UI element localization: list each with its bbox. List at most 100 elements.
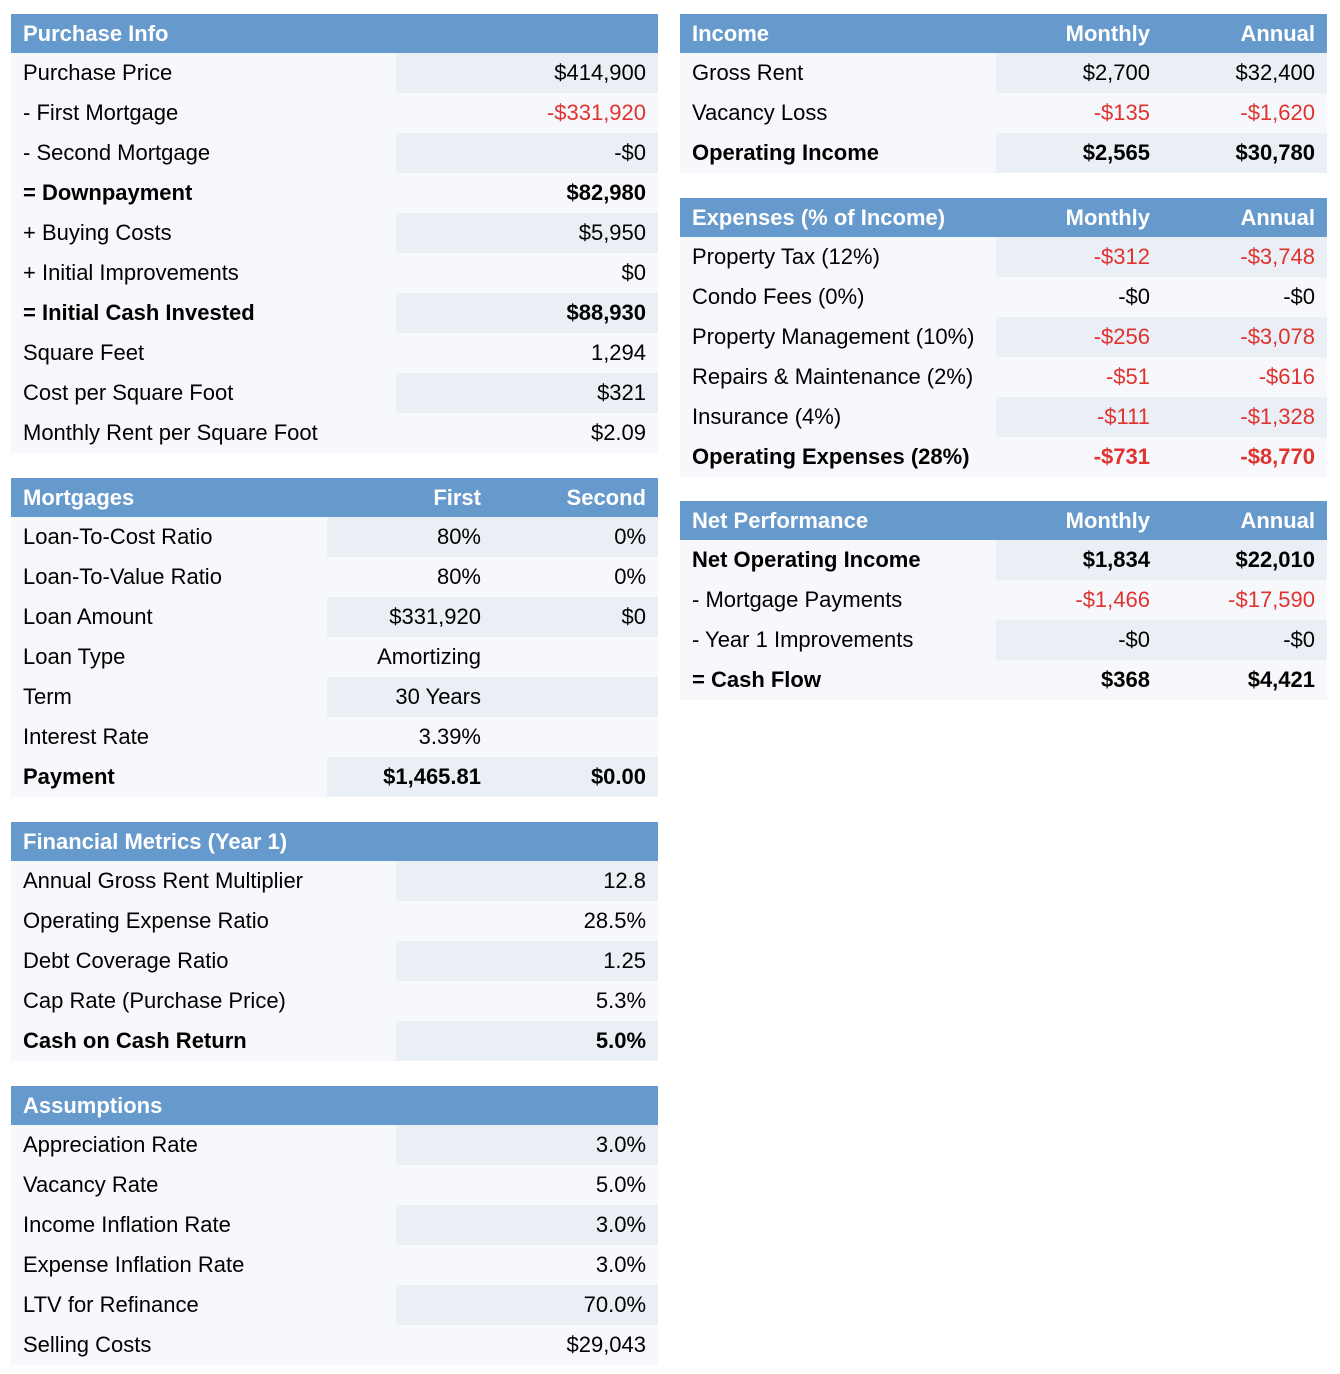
expenses-title: Expenses (% of Income) bbox=[680, 198, 996, 237]
row-value-second: $0.00 bbox=[493, 757, 658, 797]
assumptions-table: Assumptions Appreciation Rate 3.0% Vacan… bbox=[11, 1086, 659, 1365]
row-value-monthly: -$111 bbox=[996, 397, 1162, 437]
table-row: + Buying Costs $5,950 bbox=[11, 213, 659, 253]
row-label: + Buying Costs bbox=[11, 213, 396, 253]
row-label: Debt Coverage Ratio bbox=[11, 941, 396, 981]
table-row: Appreciation Rate 3.0% bbox=[11, 1125, 659, 1165]
table-row: Vacancy Loss -$135 -$1,620 bbox=[680, 93, 1327, 133]
row-label: Loan-To-Value Ratio bbox=[11, 557, 327, 597]
row-value-annual: -$17,590 bbox=[1162, 580, 1327, 620]
mortgages-title: Mortgages bbox=[11, 478, 327, 517]
row-value-annual: -$3,078 bbox=[1162, 317, 1327, 357]
row-label: - Second Mortgage bbox=[11, 133, 396, 173]
row-value: -$0 bbox=[396, 133, 659, 173]
table-row: Purchase Price $414,900 bbox=[11, 53, 659, 93]
row-label: + Initial Improvements bbox=[11, 253, 396, 293]
row-label: Cost per Square Foot bbox=[11, 373, 396, 413]
table-row: Square Feet 1,294 bbox=[11, 333, 659, 373]
column-header-monthly: Monthly bbox=[996, 198, 1162, 237]
column-header-annual: Annual bbox=[1162, 501, 1327, 540]
row-label: Term bbox=[11, 677, 327, 717]
table-row: Loan-To-Cost Ratio 80% 0% bbox=[11, 517, 658, 557]
assumptions-title: Assumptions bbox=[11, 1086, 659, 1125]
row-label: Loan Type bbox=[11, 637, 327, 677]
row-label: Selling Costs bbox=[11, 1325, 396, 1365]
purchase-info-table: Purchase Info Purchase Price $414,900 - … bbox=[11, 14, 659, 453]
table-row: Expense Inflation Rate 3.0% bbox=[11, 1245, 659, 1285]
row-value-monthly: -$135 bbox=[996, 93, 1162, 133]
income-header: Income Monthly Annual bbox=[680, 14, 1327, 53]
row-label: Purchase Price bbox=[11, 53, 396, 93]
table-row: - Year 1 Improvements -$0 -$0 bbox=[680, 620, 1327, 660]
row-label: Gross Rent bbox=[680, 53, 996, 93]
table-row: Income Inflation Rate 3.0% bbox=[11, 1205, 659, 1245]
row-value: $321 bbox=[396, 373, 659, 413]
row-label: LTV for Refinance bbox=[11, 1285, 396, 1325]
financial-metrics-header: Financial Metrics (Year 1) bbox=[11, 822, 659, 861]
table-row: = Downpayment $82,980 bbox=[11, 173, 659, 213]
row-label: Loan Amount bbox=[11, 597, 327, 637]
table-row: Repairs & Maintenance (2%) -$51 -$616 bbox=[680, 357, 1327, 397]
row-value-second bbox=[493, 677, 658, 717]
column-header-monthly: Monthly bbox=[996, 14, 1162, 53]
expenses-header: Expenses (% of Income) Monthly Annual bbox=[680, 198, 1327, 237]
row-value: $5,950 bbox=[396, 213, 659, 253]
row-label: Property Tax (12%) bbox=[680, 237, 996, 277]
table-row: Operating Expense Ratio 28.5% bbox=[11, 901, 659, 941]
row-value-annual: $32,400 bbox=[1162, 53, 1327, 93]
row-label: Cash on Cash Return bbox=[11, 1021, 396, 1061]
row-value: $82,980 bbox=[396, 173, 659, 213]
row-label: Income Inflation Rate bbox=[11, 1205, 396, 1245]
row-value-second bbox=[493, 637, 658, 677]
row-label: Loan-To-Cost Ratio bbox=[11, 517, 327, 557]
table-row: Interest Rate 3.39% bbox=[11, 717, 658, 757]
row-value-first: 3.39% bbox=[327, 717, 493, 757]
row-value-first: 80% bbox=[327, 517, 493, 557]
table-row: Term 30 Years bbox=[11, 677, 658, 717]
table-row: - Second Mortgage -$0 bbox=[11, 133, 659, 173]
income-title: Income bbox=[680, 14, 996, 53]
financial-metrics-title: Financial Metrics (Year 1) bbox=[11, 822, 659, 861]
table-row: - First Mortgage -$331,920 bbox=[11, 93, 659, 133]
row-value-first: $331,920 bbox=[327, 597, 493, 637]
row-value: 3.0% bbox=[396, 1205, 659, 1245]
row-label: Insurance (4%) bbox=[680, 397, 996, 437]
table-row: Debt Coverage Ratio 1.25 bbox=[11, 941, 659, 981]
mortgages-table: Mortgages First Second Loan-To-Cost Rati… bbox=[11, 478, 658, 797]
table-row: Loan Type Amortizing bbox=[11, 637, 658, 677]
row-value-monthly: -$0 bbox=[996, 277, 1162, 317]
table-row: Vacancy Rate 5.0% bbox=[11, 1165, 659, 1205]
table-row: Net Operating Income $1,834 $22,010 bbox=[680, 540, 1327, 580]
row-label: Square Feet bbox=[11, 333, 396, 373]
column-header-monthly: Monthly bbox=[996, 501, 1162, 540]
table-row: + Initial Improvements $0 bbox=[11, 253, 659, 293]
table-row: Cash on Cash Return 5.0% bbox=[11, 1021, 659, 1061]
net-performance-title: Net Performance bbox=[680, 501, 996, 540]
row-value: $29,043 bbox=[396, 1325, 659, 1365]
row-value-second bbox=[493, 717, 658, 757]
table-row: = Initial Cash Invested $88,930 bbox=[11, 293, 659, 333]
row-value-second: $0 bbox=[493, 597, 658, 637]
mortgages-header: Mortgages First Second bbox=[11, 478, 658, 517]
row-value-monthly: $368 bbox=[996, 660, 1162, 700]
row-label: Repairs & Maintenance (2%) bbox=[680, 357, 996, 397]
table-row: LTV for Refinance 70.0% bbox=[11, 1285, 659, 1325]
row-label: = Downpayment bbox=[11, 173, 396, 213]
row-value-monthly: -$256 bbox=[996, 317, 1162, 357]
row-value-monthly: -$0 bbox=[996, 620, 1162, 660]
table-row: Annual Gross Rent Multiplier 12.8 bbox=[11, 861, 659, 901]
row-label: Condo Fees (0%) bbox=[680, 277, 996, 317]
row-value: 3.0% bbox=[396, 1245, 659, 1285]
table-row: Payment $1,465.81 $0.00 bbox=[11, 757, 658, 797]
row-value-monthly: $2,565 bbox=[996, 133, 1162, 173]
column-header-first: First bbox=[327, 478, 493, 517]
row-value-first: 30 Years bbox=[327, 677, 493, 717]
row-value-first: 80% bbox=[327, 557, 493, 597]
row-value-annual: -$0 bbox=[1162, 620, 1327, 660]
row-value: 28.5% bbox=[396, 901, 659, 941]
row-value-annual: -$616 bbox=[1162, 357, 1327, 397]
row-value: 5.0% bbox=[396, 1165, 659, 1205]
row-value-second: 0% bbox=[493, 517, 658, 557]
row-label: Appreciation Rate bbox=[11, 1125, 396, 1165]
row-value: 3.0% bbox=[396, 1125, 659, 1165]
